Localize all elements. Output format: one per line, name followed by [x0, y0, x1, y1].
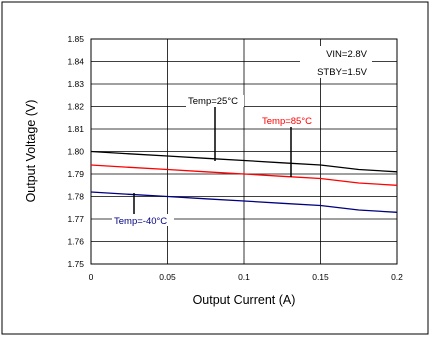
y-tick-label: 1.84	[67, 57, 84, 67]
y-tick-label: 1.82	[67, 102, 84, 112]
y-tick-label: 1.85	[67, 34, 84, 44]
y-tick-label: 1.78	[67, 192, 84, 202]
series-lines	[90, 150, 398, 213]
conditions-box	[300, 46, 372, 78]
x-tick-labels: 0 0.05 0.1 0.15 0.2	[89, 272, 404, 282]
x-tick-label: 0.15	[312, 272, 329, 282]
y-tick-label: 1.79	[67, 169, 84, 179]
vin-condition: VIN=2.8V	[326, 49, 368, 60]
y-tick-label: 1.77	[67, 214, 84, 224]
label-25c: Temp=25°C	[186, 95, 244, 161]
label-40c: Temp=-40°C	[112, 193, 174, 227]
y-tick-label: 1.80	[67, 147, 84, 157]
series-line-2	[90, 191, 398, 213]
series-line-1	[90, 164, 398, 186]
x-axis-title: Output Current (A)	[193, 293, 296, 307]
y-tick-label: 1.83	[67, 79, 84, 89]
x-tick-label: 0.2	[391, 272, 403, 282]
x-tick-label: 0.1	[238, 272, 250, 282]
y-tick-label: 1.76	[67, 237, 84, 247]
stby-condition: STBY=1.5V	[317, 67, 368, 78]
x-tick-label: 0.05	[159, 272, 176, 282]
x-tick-label: 0	[89, 272, 94, 282]
y-axis-title: Output Voltage (V)	[24, 100, 38, 203]
label-40c-text: Temp=-40°C	[114, 216, 167, 227]
y-tick-label: 1.81	[67, 124, 84, 134]
y-tick-label: 1.75	[67, 259, 84, 269]
label-85c: Temp=85°C	[260, 115, 318, 177]
series-line-0	[90, 150, 398, 173]
label-25c-text: Temp=25°C	[188, 96, 238, 107]
label-85c-text: Temp=85°C	[262, 116, 312, 127]
y-tick-labels: 1.75 1.76 1.77 1.78 1.79 1.80 1.81 1.82 1.83 1.84…	[67, 34, 84, 269]
